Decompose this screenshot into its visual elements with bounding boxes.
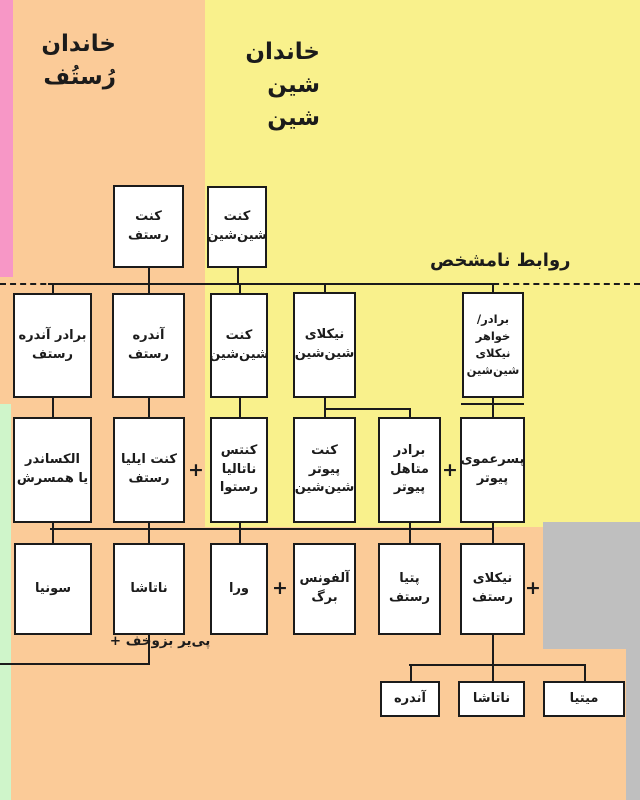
connector-line-vertical [52, 397, 54, 419]
node-petya-rostov: پتیا رستف [378, 543, 441, 635]
rostov-family-title: خاندان رُستُف [41, 31, 116, 90]
unknown-relations-label: روابط نامشخص [430, 250, 571, 271]
node-andre-child: آندره [380, 681, 440, 717]
marriage-plus-sign: + [272, 577, 288, 599]
gray-strip [626, 648, 640, 800]
node-andre-rostov: آندره رستف [112, 293, 185, 398]
connector-line-vertical [148, 397, 150, 419]
node-nikolai-shinshin: نیکلای شین‌شین [293, 292, 356, 398]
connector-line-vertical [239, 397, 241, 419]
green-strip [0, 404, 11, 800]
node-alexander-or-his-wife: الکساندر یا همسرش [13, 417, 92, 523]
node-vera: ورا [210, 543, 268, 635]
connector-line-vertical [584, 664, 586, 683]
shinshin-family-title: خاندان شین شین [245, 39, 320, 131]
connector-line-vertical [148, 283, 150, 295]
connector-line-horizontal [50, 528, 494, 530]
node-natasha: ناتاشا [113, 543, 185, 635]
gray-block [543, 522, 640, 649]
connector-line-vertical [237, 267, 239, 284]
connector-line-vertical [409, 522, 411, 545]
connector-line-vertical [239, 283, 241, 295]
marriage-plus-sign: + [525, 577, 541, 599]
connector-line-vertical [492, 635, 494, 683]
node-count-shinshin: کنت شین‌شین [209, 293, 269, 398]
node-nikolai-rostov: نیکلای رستف [460, 543, 525, 635]
unknown-relations-dashed-line [0, 283, 640, 285]
node-sibling-of-nikolai-shinshin: برادر/خواهر نیکلای شین‌شین [462, 292, 524, 398]
connector-line-horizontal [0, 663, 149, 665]
marriage-plus-sign: + [188, 459, 204, 481]
node-sonya: سونیا [14, 543, 92, 635]
pierre-bezukhov-marriage-label: پی‌یر بزوخف + [109, 633, 211, 649]
pink-strip [0, 0, 13, 277]
connector-line-vertical [409, 408, 411, 419]
node-countess-natalia-rostova: کنتس ناتالیا رستوا [210, 417, 268, 523]
connector-line-vertical [52, 522, 54, 545]
connector-line-vertical [239, 522, 241, 545]
node-married-brother-of-pyotr: برادر متاهل پیوتر [378, 417, 441, 523]
node-natasha-child: ناتاشا [458, 681, 525, 717]
node-count-rostov: کنت رستف [113, 185, 184, 268]
connector-line-vertical [148, 635, 150, 665]
connector-line-horizontal [409, 664, 585, 666]
connector-line-vertical [492, 522, 494, 545]
connector-line-horizontal [324, 408, 410, 410]
connector-line-vertical [52, 283, 54, 295]
node-count-pyotr-shinshin: کنت پیوتر شین‌شین [293, 417, 356, 523]
connector-line-vertical [492, 283, 494, 294]
node-count-ilya-rostov: کنت ایلیا رستف [113, 417, 185, 523]
connector-line-vertical [410, 664, 412, 683]
node-cousin-of-pyotr: پسرعموی پیوتر [460, 417, 525, 523]
connector-line-vertical [324, 397, 326, 419]
connector-line-vertical [324, 283, 326, 294]
marriage-plus-sign: + [442, 459, 458, 481]
node-count-shinshin-elder: کنت شین‌شین [207, 186, 267, 268]
node-alphonse-berg: آلفونس برگ [293, 543, 356, 635]
connector-line-vertical [148, 522, 150, 545]
node-mitya: میتیا [543, 681, 625, 717]
connector-line-vertical [148, 267, 150, 284]
node-brother-of-andre-rostov: برادر آندره رستف [13, 293, 92, 398]
connector-line-vertical [492, 397, 494, 419]
